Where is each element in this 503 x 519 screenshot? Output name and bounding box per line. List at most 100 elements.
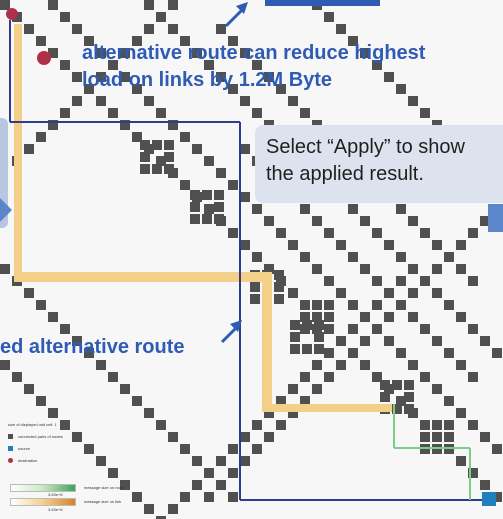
matrix-cell <box>120 120 130 130</box>
matrix-cell <box>404 392 414 402</box>
matrix-cell <box>152 164 162 174</box>
matrix-cell <box>144 24 154 34</box>
matrix-cell <box>492 492 502 502</box>
matrix-cell <box>384 312 394 322</box>
matrix-cell <box>132 84 142 94</box>
matrix-cell <box>432 432 442 442</box>
matrix-cell <box>84 36 94 46</box>
matrix-cell <box>192 480 202 490</box>
matrix-cell <box>252 420 262 430</box>
matrix-cell <box>36 36 46 46</box>
matrix-cell <box>392 404 402 414</box>
matrix-cell <box>276 228 286 238</box>
matrix-cell <box>456 312 466 322</box>
matrix-cell <box>456 360 466 370</box>
matrix-cell <box>192 456 202 466</box>
matrix-cell <box>432 288 442 298</box>
legend-destination: destination <box>18 458 38 463</box>
matrix-cell <box>72 432 82 442</box>
matrix-cell <box>408 312 418 322</box>
matrix-cell <box>360 48 370 58</box>
matrix-cell <box>324 372 334 382</box>
matrix-cell <box>216 456 226 466</box>
matrix-cell <box>420 324 430 334</box>
highlighted-route <box>262 272 272 412</box>
matrix-cell <box>432 240 442 250</box>
matrix-cell <box>140 164 150 174</box>
apply-hint-callout: Select “Apply” to show the applied resul… <box>255 125 503 203</box>
matrix-cell <box>0 0 10 10</box>
matrix-cell <box>48 48 58 58</box>
legend-link-max: 3.63e+6 <box>48 507 63 512</box>
matrix-cell <box>252 444 262 454</box>
alternative-route-annotation: ed alternative route <box>0 336 185 358</box>
matrix-cell <box>468 420 478 430</box>
matrix-cell <box>180 180 190 190</box>
matrix-cell <box>48 312 58 322</box>
matrix-cell <box>156 420 166 430</box>
matrix-cell <box>348 324 358 334</box>
matrix-cell <box>156 108 166 118</box>
matrix-cell <box>404 404 414 414</box>
matrix-cell <box>432 384 442 394</box>
source-marker-icon[interactable] <box>482 492 496 506</box>
matrix-cell <box>190 214 200 224</box>
matrix-cell <box>288 384 298 394</box>
matrix-cell <box>480 216 490 226</box>
matrix-cell <box>408 288 418 298</box>
matrix-cell <box>250 282 260 292</box>
matrix-cell <box>274 282 284 292</box>
matrix-cell <box>204 204 214 214</box>
source-marker-icon <box>8 446 13 451</box>
matrix-cell <box>240 48 250 58</box>
matrix-cell <box>408 216 418 226</box>
top-panel-edge <box>265 0 380 6</box>
matrix-cell <box>348 204 358 214</box>
matrix-cell <box>336 24 346 34</box>
expand-left-icon[interactable] <box>0 198 12 222</box>
matrix-cell <box>264 264 274 274</box>
matrix-cell <box>216 168 226 178</box>
matrix-cell <box>324 300 334 310</box>
matrix-cell <box>420 228 430 238</box>
matrix-cell <box>288 96 298 106</box>
matrix-cell <box>190 202 200 212</box>
matrix-cell <box>348 252 358 262</box>
matrix-cell <box>190 190 200 200</box>
cell-swatch-icon <box>8 434 13 439</box>
matrix-cell <box>444 432 454 442</box>
matrix-cell <box>108 60 118 70</box>
matrix-cell <box>202 190 212 200</box>
expand-right-icon[interactable] <box>488 204 503 232</box>
matrix-cell <box>120 384 130 394</box>
matrix-cell <box>380 380 390 390</box>
matrix-cell <box>96 360 106 370</box>
matrix-cell <box>468 468 478 478</box>
matrix-cell <box>84 444 94 454</box>
matrix-cell <box>312 264 322 274</box>
matrix-cell <box>324 312 334 322</box>
pointer-arrow-icon <box>224 2 248 28</box>
matrix-cell <box>168 120 178 130</box>
matrix-cell <box>96 96 106 106</box>
legend-route: message size on route <box>84 485 125 490</box>
destination-marker-icon[interactable] <box>37 51 51 65</box>
matrix-cell <box>60 60 70 70</box>
destination-marker-icon[interactable] <box>6 8 18 20</box>
matrix-cell <box>228 444 238 454</box>
matrix-cell <box>396 276 406 286</box>
matrix-cell <box>276 396 286 406</box>
matrix-cell <box>192 48 202 58</box>
matrix-cell <box>456 264 466 274</box>
matrix-cell <box>264 216 274 226</box>
matrix-cell <box>300 300 310 310</box>
matrix-cell <box>12 372 22 382</box>
matrix-cell <box>180 492 190 502</box>
annotation-line: load on links by 1.2M Byte <box>82 69 333 91</box>
legend-link: message size on link <box>84 499 122 504</box>
highlighted-route <box>262 404 392 412</box>
matrix-cell <box>396 348 406 358</box>
side-panel-edge <box>0 118 8 228</box>
matrix-cell <box>240 144 250 154</box>
